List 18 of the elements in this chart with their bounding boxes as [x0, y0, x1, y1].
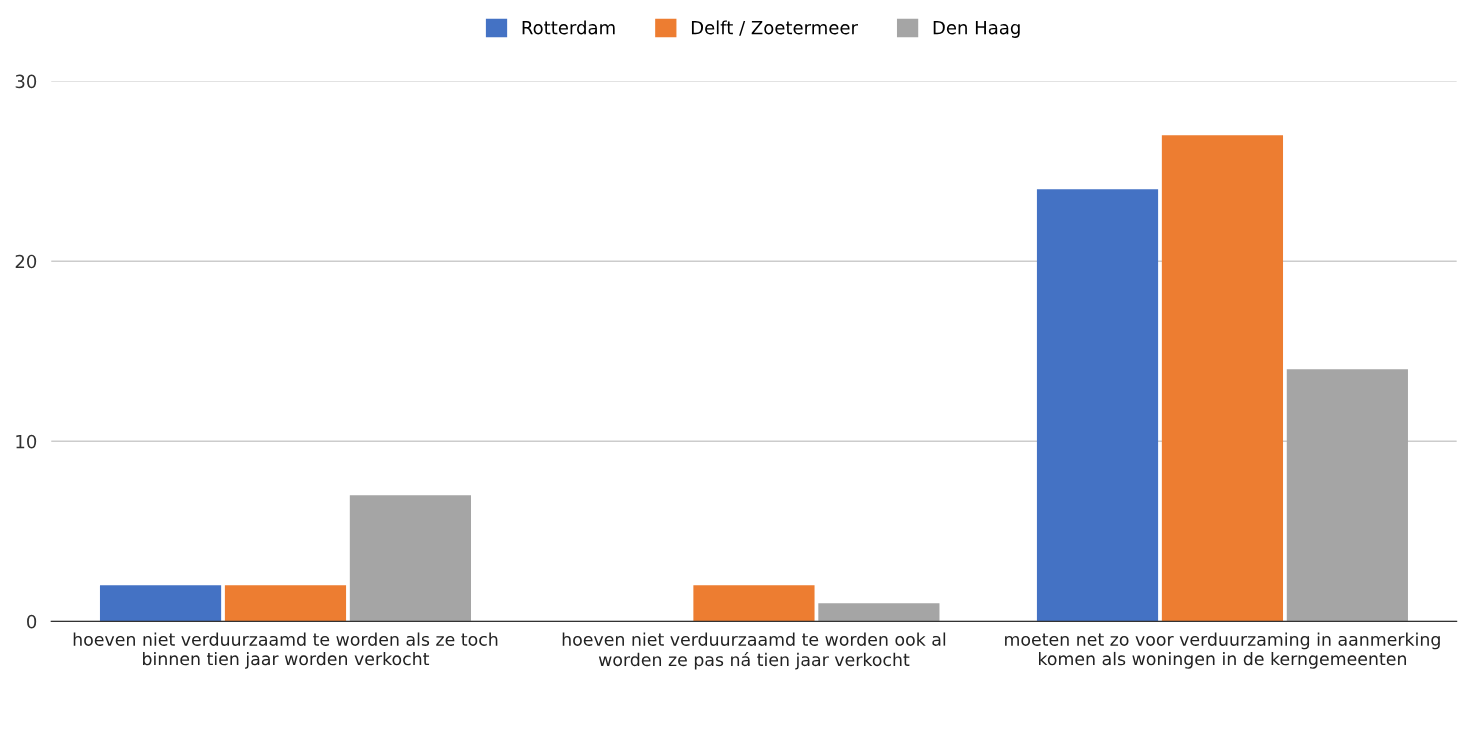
x-tick-label: moeten net zo voor verduurzaming in aanmerking komen als woningen in de kerngemeenten [1005, 632, 1440, 669]
x-tick-label: hoeven niet verduurzaamd te worden ook al worden ze pas ná tien jaar verkocht [562, 632, 946, 670]
x-tick-label: hoeven niet verduurzaamd te worden als ze toch binnen tien jaar worden verkocht [73, 632, 498, 669]
y-tick-label: 0 [27, 614, 37, 629]
y-tick-label: 20 [15, 254, 37, 269]
bar [1286, 369, 1408, 622]
bar [99, 585, 222, 622]
bar [1161, 135, 1284, 622]
bar [693, 585, 815, 622]
bar [224, 585, 347, 622]
y-tick-label: 10 [16, 434, 37, 449]
bar [1036, 189, 1159, 622]
legend-label: Delft / Zoetermeer [691, 20, 858, 36]
y-tick-label: 30 [15, 74, 37, 89]
legend-label: Den Haag [933, 20, 1020, 38]
bar [818, 603, 940, 622]
legend-label: Rotterdam [522, 20, 615, 35]
bar [349, 495, 471, 622]
